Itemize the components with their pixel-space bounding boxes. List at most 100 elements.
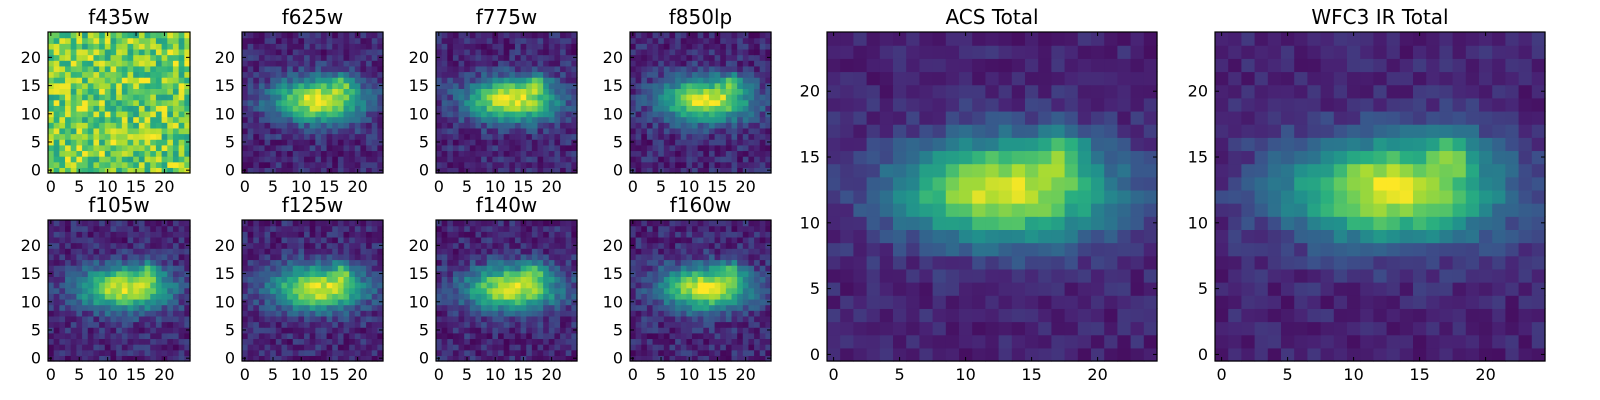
heatmap-cell	[150, 355, 157, 362]
heatmap-cell	[332, 242, 339, 249]
heatmap-cell	[82, 43, 89, 50]
heatmap-cell	[469, 43, 477, 50]
heatmap-cell	[475, 43, 482, 50]
heatmap-cell	[658, 65, 665, 73]
heatmap-cell	[360, 161, 367, 168]
heatmap-cell	[258, 332, 266, 340]
heatmap-cell	[548, 54, 556, 61]
heatmap-cell	[436, 71, 443, 78]
panel-title: f625w	[282, 5, 344, 29]
heatmap-cell	[304, 122, 311, 129]
y-tick-label: 10	[21, 104, 41, 123]
heatmap-cell	[441, 265, 448, 272]
heatmap-cell	[275, 116, 283, 123]
heatmap-cell	[87, 82, 95, 89]
heatmap-cell	[127, 167, 134, 174]
heatmap-cell	[635, 156, 642, 163]
heatmap-cell	[281, 139, 288, 146]
heatmap-cell	[481, 43, 488, 50]
heatmap-cell	[697, 161, 704, 168]
heatmap-cell	[759, 94, 766, 101]
heatmap-cell	[475, 127, 482, 135]
heatmap-cell	[326, 259, 333, 266]
heatmap-cell	[320, 220, 328, 227]
heatmap-cell	[155, 37, 163, 44]
heatmap-cell	[765, 161, 772, 168]
heatmap-cell	[652, 37, 659, 44]
y-tick-label: 0	[225, 161, 235, 180]
heatmap-cell	[377, 150, 384, 157]
heatmap-cell	[675, 298, 682, 306]
heatmap-cell	[366, 225, 373, 232]
heatmap-cell	[543, 220, 550, 227]
heatmap-cell	[87, 156, 95, 163]
heatmap-cell	[571, 248, 578, 255]
heatmap-cell	[565, 116, 572, 123]
heatmap-cell	[565, 265, 572, 272]
heatmap-cell	[754, 71, 761, 78]
heatmap-cell	[184, 236, 191, 244]
heatmap-cell	[725, 282, 733, 289]
y-tick-label: 10	[215, 292, 235, 311]
heatmap-cell	[543, 161, 550, 168]
heatmap-cell	[498, 127, 505, 135]
heatmap-cell	[253, 88, 260, 95]
heatmap-cell	[458, 355, 465, 362]
heatmap-cell	[436, 236, 443, 244]
heatmap-cell	[127, 293, 134, 300]
heatmap-cell	[287, 94, 294, 101]
heatmap-cell	[292, 293, 299, 300]
heatmap-cell	[93, 225, 100, 232]
heatmap-cell	[65, 32, 72, 39]
heatmap-cell	[65, 265, 72, 272]
heatmap-cell	[663, 293, 671, 300]
heatmap-cell	[554, 220, 561, 227]
heatmap-cell	[571, 105, 578, 112]
heatmap-cell	[686, 139, 693, 146]
heatmap-cell	[509, 276, 516, 283]
heatmap-cell	[70, 287, 77, 294]
heatmap-cell	[360, 43, 367, 50]
heatmap-cell	[326, 94, 333, 101]
heatmap-cell	[543, 54, 550, 61]
heatmap-cell	[104, 253, 112, 261]
heatmap-cell	[104, 99, 112, 106]
heatmap-cell	[304, 298, 311, 306]
heatmap-cell	[247, 270, 254, 277]
heatmap-cell	[725, 37, 733, 44]
heatmap-cell	[99, 82, 106, 89]
heatmap-cell	[754, 282, 761, 289]
heatmap-cell	[554, 88, 561, 95]
heatmap-cell	[70, 94, 77, 101]
heatmap-cell	[554, 150, 561, 157]
heatmap-cell	[526, 225, 533, 232]
heatmap-cell	[48, 105, 55, 112]
heatmap-cell	[464, 94, 471, 101]
heatmap-cell	[167, 127, 174, 135]
heatmap-cell	[748, 298, 755, 306]
heatmap-cell	[304, 105, 311, 112]
heatmap-cell	[133, 122, 140, 129]
heatmap-cell	[447, 298, 454, 306]
heatmap-cell	[104, 105, 112, 112]
heatmap-cell	[110, 265, 117, 272]
heatmap-cell	[167, 110, 174, 118]
heatmap-cell	[337, 293, 345, 300]
heatmap-cell	[93, 167, 100, 174]
heatmap-cell	[104, 242, 112, 249]
heatmap-cell	[138, 287, 146, 294]
heatmap-cell	[663, 37, 671, 44]
heatmap-cell	[320, 287, 328, 294]
heatmap-cell	[675, 43, 682, 50]
heatmap-cell	[281, 99, 288, 106]
heatmap-cell	[298, 276, 305, 283]
heatmap-cell	[304, 127, 311, 135]
heatmap-cell	[155, 94, 163, 101]
heatmap-cell	[708, 82, 716, 89]
heatmap-cell	[537, 110, 544, 118]
heatmap-cell	[99, 338, 106, 345]
heatmap-cell	[121, 161, 129, 168]
heatmap-cell	[155, 43, 163, 50]
heatmap-cell	[475, 77, 482, 84]
heatmap-cell	[167, 270, 174, 277]
